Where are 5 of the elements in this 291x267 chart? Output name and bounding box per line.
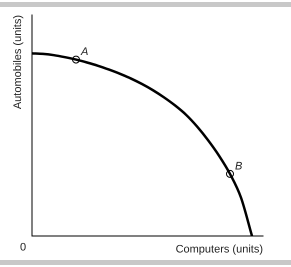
series-label: B bbox=[235, 160, 242, 172]
series-label: A bbox=[80, 46, 88, 58]
text: 0 bbox=[20, 242, 26, 254]
y-axis-title: Automobiles (units) bbox=[12, 15, 24, 110]
x-axis-title: Computers (units) bbox=[176, 244, 263, 256]
